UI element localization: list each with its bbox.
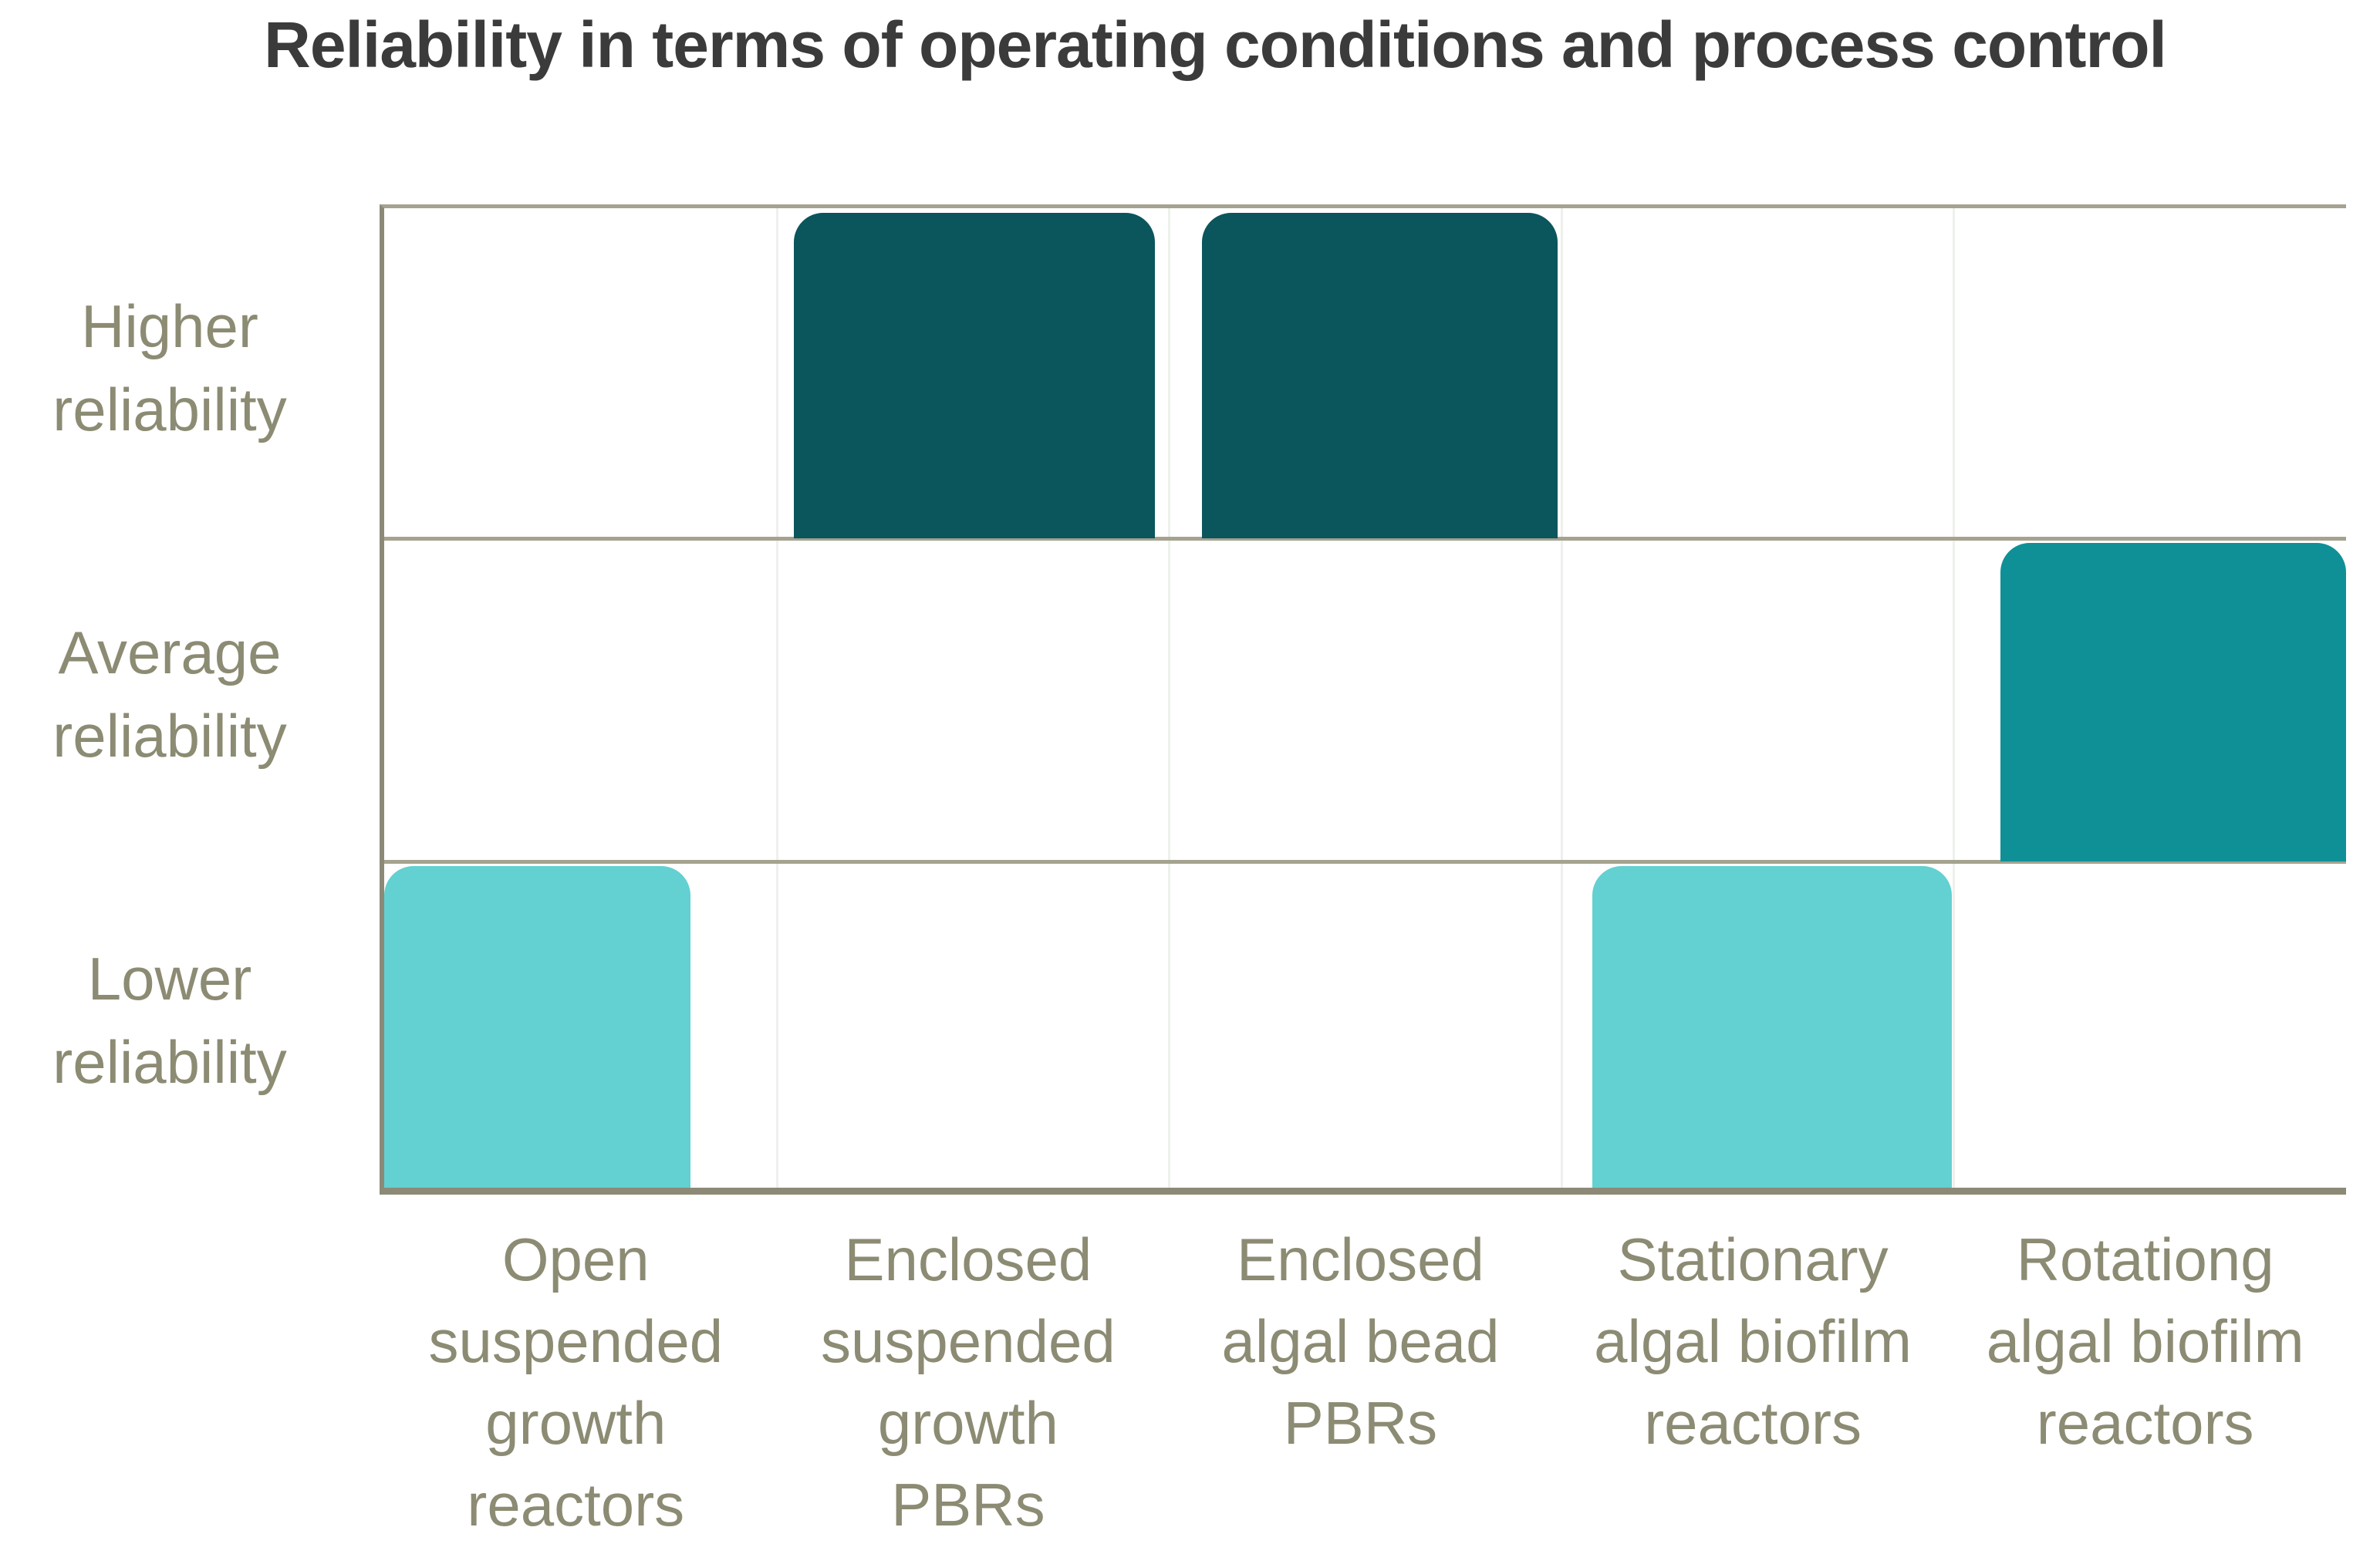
bar-4-lower-reliability — [1592, 866, 1952, 1188]
y-axis-label-higher: Higher reliability — [52, 292, 287, 443]
y-band-higher: Higher reliability — [0, 204, 339, 531]
y-band-average: Average reliability — [0, 531, 339, 857]
column-divider-3 — [1560, 208, 1563, 1188]
bar-1-lower-reliability — [384, 866, 690, 1188]
y-axis-label-average: Average reliability — [52, 618, 287, 770]
x-axis: Open suspended growth reactors Enclosed … — [380, 1219, 2341, 1544]
y-band-lower: Lower reliability — [0, 858, 339, 1184]
plot-area — [380, 204, 2346, 1195]
gridline-1 — [384, 536, 2346, 541]
column-divider-1 — [775, 208, 778, 1188]
x-category-4: Stationary algal biofilm reactors — [1557, 1219, 1950, 1544]
x-category-3: Enclosed algal bead PBRs — [1164, 1219, 1557, 1544]
bar-2-higher-reliability — [794, 213, 1156, 538]
bar-3-higher-reliability — [1202, 213, 1558, 538]
gridline-2 — [384, 860, 2346, 865]
chart-title: Reliability in terms of operating condit… — [264, 8, 2167, 81]
column-divider-4 — [1953, 208, 1956, 1188]
x-axis-label-open-suspended: Open suspended growth reactors — [428, 1225, 724, 1539]
x-axis-label-rotating-biofilm: Rotationg algal biofilm reactors — [1986, 1225, 2304, 1457]
y-axis-label-lower: Lower reliability — [52, 945, 287, 1097]
x-category-2: Enclosed suspended growth PBRs — [772, 1219, 1165, 1544]
column-divider-2 — [1168, 208, 1171, 1188]
bar-5-average-reliability — [2000, 542, 2346, 862]
x-axis-label-enclosed-algal-bead: Enclosed algal bead PBRs — [1221, 1225, 1500, 1457]
x-category-1: Open suspended growth reactors — [380, 1219, 772, 1544]
x-axis-label-stationary-biofilm: Stationary algal biofilm reactors — [1594, 1225, 1912, 1457]
y-axis: Higher reliability Average reliability L… — [0, 204, 339, 1184]
x-category-5: Rotationg algal biofilm reactors — [1949, 1219, 2341, 1544]
x-axis-label-enclosed-suspended: Enclosed suspended growth PBRs — [821, 1225, 1116, 1539]
